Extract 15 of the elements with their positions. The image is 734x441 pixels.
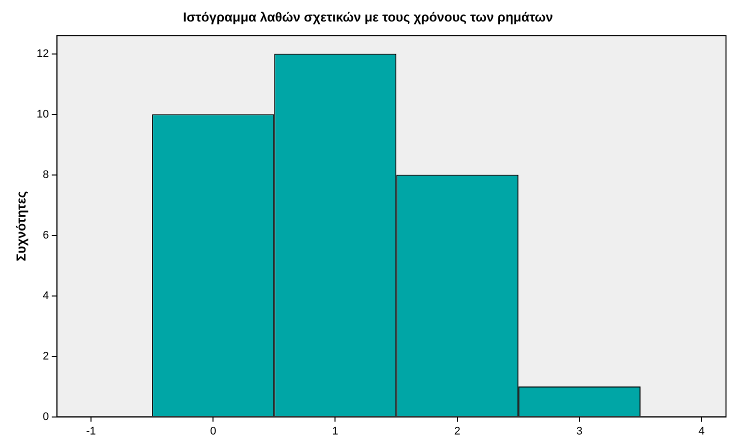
y-tick-label: 10 — [36, 108, 49, 120]
x-tick-label: 0 — [210, 425, 216, 438]
y-tick-label: 12 — [36, 48, 49, 60]
x-tick-label: 1 — [332, 425, 338, 438]
y-tick-label: 2 — [42, 350, 49, 362]
x-tick-label: -1 — [86, 425, 96, 438]
x-tick-label: 2 — [454, 425, 460, 438]
y-tick-label: 4 — [42, 290, 49, 302]
y-tick-label: 8 — [42, 168, 49, 181]
x-tick-label: 3 — [576, 425, 583, 438]
y-axis-title: Συχνότητες — [13, 190, 28, 262]
x-tick-label: 4 — [698, 425, 705, 438]
y-tick-label: 0 — [42, 410, 49, 423]
chart-title: Ιστόγραμμα λαθών σχετικών με τους χρόνους των ρημάτων — [182, 9, 554, 24]
y-tick-label: 6 — [42, 229, 49, 242]
